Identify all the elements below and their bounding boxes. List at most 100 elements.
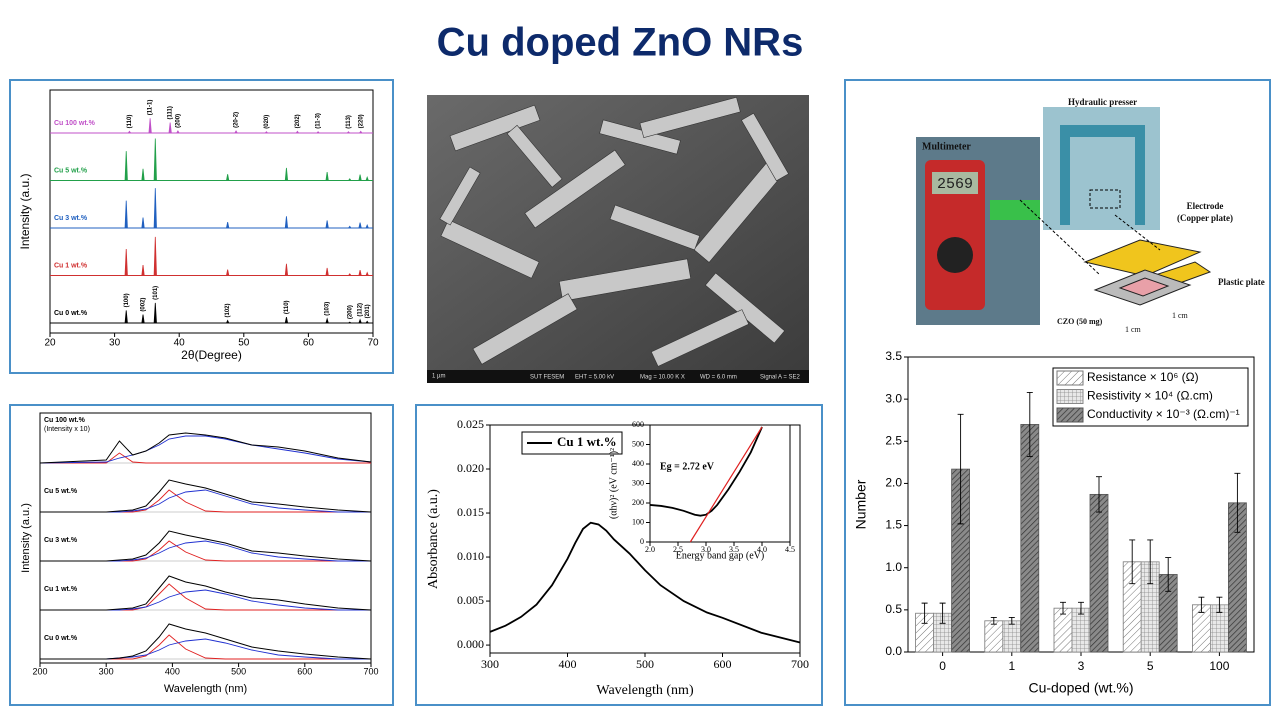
peak	[141, 314, 145, 324]
x-tick-label: 4.0	[757, 545, 767, 554]
chart: 200 300 400 500 600 700 Wavelength (nm) Intensi…	[20, 412, 379, 695]
czo-sample	[1118, 277, 1170, 297]
x-axis-label: 2θ(Degree)	[181, 348, 242, 362]
peak	[226, 269, 230, 276]
x-tick-label: 300	[481, 657, 499, 671]
peak-label: (20-2)	[234, 112, 240, 128]
peak	[124, 310, 128, 324]
error-bar	[1198, 596, 1205, 613]
peak	[348, 225, 352, 229]
sem-info-text: WD = 6.0 mm	[700, 375, 737, 381]
peak	[346, 131, 350, 134]
x-tick-label: 200	[32, 666, 47, 676]
multimeter-body	[925, 160, 985, 310]
y-tick-label: 0	[640, 537, 644, 546]
sem-info-text: Signal A = SE2	[760, 375, 801, 381]
total-line	[40, 479, 372, 513]
y-tick-label: 600	[632, 420, 644, 429]
x-tick-label: 1	[1008, 659, 1015, 673]
bar	[1020, 424, 1040, 653]
total-line	[39, 432, 372, 464]
presser-frame	[1060, 125, 1145, 137]
sem-scale: 1 µm	[432, 374, 445, 380]
x-tick-label: 500	[636, 657, 654, 671]
series-label: Cu 3 wt.%	[54, 215, 88, 222]
component-line	[39, 435, 372, 464]
x-tick-label: 60	[303, 338, 315, 349]
peak	[359, 130, 363, 134]
y-axis-label: Absorbance (a.u.)	[426, 489, 441, 589]
y-axis-label: Intensity (a.u.)	[20, 503, 32, 573]
x-tick-label: 5	[1147, 659, 1154, 673]
component-line	[40, 489, 371, 513]
sem-info-text: Mag = 10.00 K X	[640, 375, 685, 381]
panel-label: Cu 100 wt.%	[44, 417, 86, 424]
error-bar	[1078, 601, 1084, 615]
peak-label: (103)	[325, 302, 331, 316]
error-bar	[957, 413, 964, 525]
presser-focus	[1089, 189, 1121, 209]
sem-info-text: EHT = 5.00 kV	[575, 375, 614, 381]
error-bar	[939, 602, 946, 624]
peak	[316, 131, 320, 134]
y-tick-label: 0.5	[885, 602, 902, 616]
rod	[558, 258, 692, 302]
setup-photo: 2569 Multimeter Hydraulic presser Electr…	[916, 97, 1265, 334]
x-tick-label: 400	[559, 657, 577, 671]
rod	[472, 293, 578, 365]
peak	[365, 224, 369, 229]
peak-label: (002)	[141, 298, 147, 312]
peak	[365, 175, 369, 181]
peak-label: (220)	[358, 114, 364, 128]
series-label: Cu 100 wt.%	[54, 120, 96, 127]
peak	[168, 122, 172, 134]
multimeter-reading: 2569	[937, 176, 973, 193]
peak-label: (112)	[358, 303, 364, 317]
peak-label: (11-3)	[316, 113, 322, 129]
slide-title: Cu doped ZnO NRs	[437, 21, 804, 65]
rod	[449, 104, 541, 152]
peak	[358, 318, 362, 324]
total-line	[40, 530, 372, 562]
legend-label: Conductivity × 10⁻³ (Ω.cm)⁻¹	[1087, 407, 1240, 421]
error-bar	[1129, 539, 1136, 585]
photo-label: 1 cm	[1125, 325, 1142, 334]
photo-label: Electrode	[1187, 201, 1224, 211]
peak-label: (020)	[264, 115, 270, 129]
x-tick-label: 2.5	[673, 545, 683, 554]
legend-box	[521, 431, 623, 455]
peak	[153, 188, 157, 229]
line	[689, 426, 763, 543]
peak	[284, 167, 289, 181]
x-tick-label: 700	[791, 657, 809, 671]
peak	[148, 118, 152, 134]
error-bar	[1165, 557, 1172, 592]
peak-label: (110)	[284, 300, 290, 314]
legend-label: Cu 1 wt.%	[557, 434, 617, 449]
line	[489, 521, 801, 644]
peak	[141, 168, 145, 181]
x-tick-label: 3.5	[729, 545, 739, 554]
error-bar	[1096, 476, 1102, 513]
peak	[284, 216, 289, 229]
peak	[226, 319, 230, 324]
rod	[650, 309, 750, 367]
sem-info-bar	[427, 370, 809, 383]
x-axis-label: Cu-doped (wt.%)	[1028, 680, 1133, 696]
legend-label: Resistivity × 10⁴ (Ω.cm)	[1087, 389, 1213, 403]
peak	[124, 249, 128, 276]
bar	[984, 620, 1004, 653]
peak-label: (101)	[153, 286, 159, 300]
y-tick-label: 0.010	[457, 549, 484, 563]
x-axis-label: Wavelength (nm)	[164, 683, 247, 695]
x-axis-label: Energy band gap (eV)	[676, 550, 764, 561]
peak	[234, 130, 238, 134]
x-tick-label: 100	[1209, 659, 1229, 673]
x-tick-label: 500	[231, 666, 246, 676]
peak	[365, 271, 369, 276]
x-tick-label: 40	[174, 338, 186, 349]
x-tick-label: 300	[99, 666, 114, 676]
peak-label: (202)	[295, 114, 301, 128]
peak	[365, 320, 369, 324]
